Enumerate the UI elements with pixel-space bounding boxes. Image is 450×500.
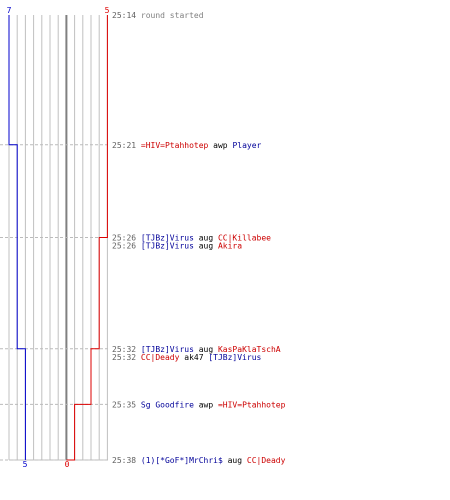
event-time: 25:32	[112, 345, 141, 354]
event-text: =HIV=Ptahhotep	[218, 400, 286, 409]
event-log: 25:14 round started 25:21 =HIV=Ptahhotep …	[112, 11, 286, 465]
event-time: 25:38	[112, 456, 141, 465]
event-row: 25:35 Sg Goodfire awp =HIV=Ptahhotep	[112, 400, 286, 409]
event-text: CC|Killabee	[218, 234, 271, 243]
event-row: 25:26 [TJBz]Virus aug Akira	[112, 242, 242, 251]
event-text: Akira	[218, 242, 242, 251]
top-left-label: 7	[7, 6, 12, 15]
event-text: round started	[141, 11, 204, 20]
event-row: 25:32 [TJBz]Virus aug KasPaKlaTschA	[112, 345, 281, 354]
blue-team-line	[8, 15, 26, 460]
event-text: Sg Goodfire	[141, 400, 194, 409]
event-time: 25:35	[112, 400, 141, 409]
event-text: Player	[232, 141, 261, 150]
event-row: 25:14 round started	[112, 11, 204, 20]
event-text: KasPaKlaTschA	[218, 345, 281, 354]
event-text: aug	[194, 345, 218, 354]
red-team-line	[66, 15, 108, 461]
event-text: [TJBz]Virus	[141, 345, 194, 354]
event-text: [TJBz]Virus	[141, 242, 194, 251]
score-lines	[8, 15, 108, 461]
top-right-label: 5	[105, 6, 110, 15]
event-text: aug	[194, 242, 218, 251]
event-time: 25:26	[112, 234, 141, 243]
event-row: 25:38 (1)[*GoF*]MrChri$ aug CC|Deady	[112, 456, 286, 465]
event-time: 25:14	[112, 11, 141, 20]
event-text: awp	[208, 141, 232, 150]
event-time: 25:26	[112, 242, 141, 251]
axis-labels: 7 5 5 0	[7, 6, 110, 469]
event-text: CC|Deady	[141, 353, 180, 362]
event-text: [TJBz]Virus	[208, 353, 261, 362]
event-text: aug	[194, 234, 218, 243]
event-row: 25:32 CC|Deady ak47 [TJBz]Virus	[112, 353, 262, 362]
event-text: awp	[194, 400, 218, 409]
event-time: 25:32	[112, 353, 141, 362]
event-time: 25:21	[112, 141, 141, 150]
event-text: aug	[223, 456, 247, 465]
event-text: CC|Deady	[247, 456, 286, 465]
event-text: ak47	[179, 353, 208, 362]
event-text: =HIV=Ptahhotep	[141, 141, 209, 150]
event-guides	[0, 144, 110, 461]
bottom-right-label: 0	[65, 460, 70, 469]
event-text: (1)[*GoF*]MrChri$	[141, 456, 223, 465]
bottom-left-label: 5	[23, 460, 28, 469]
event-text: [TJBz]Virus	[141, 234, 194, 243]
event-row: 25:26 [TJBz]Virus aug CC|Killabee	[112, 234, 271, 243]
event-row: 25:21 =HIV=Ptahhotep awp Player	[112, 141, 262, 150]
